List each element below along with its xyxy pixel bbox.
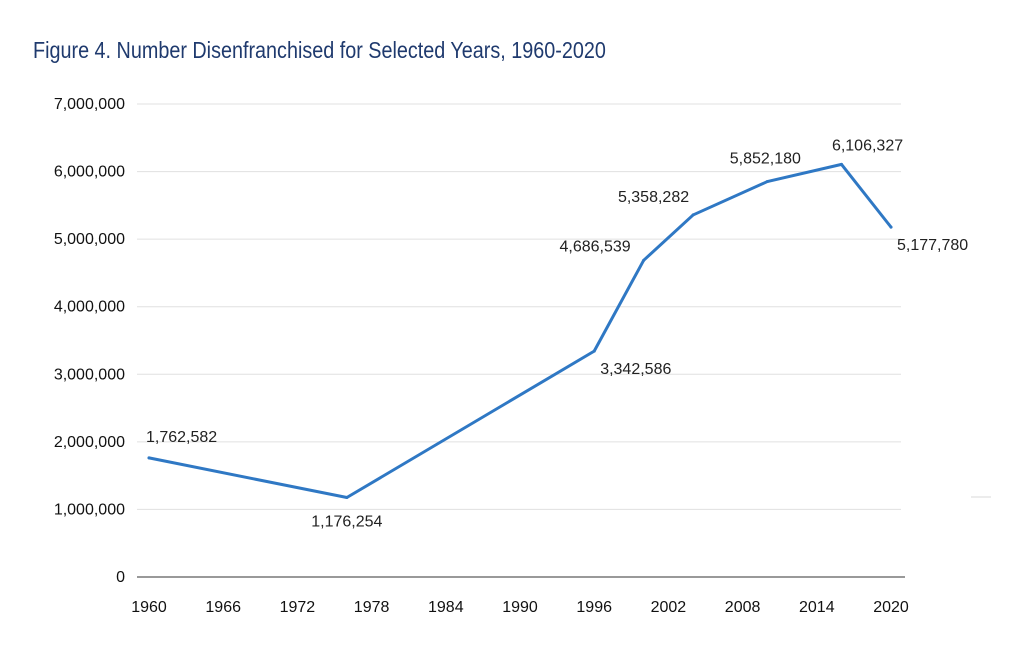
- x-tick-label: 1972: [280, 599, 316, 616]
- y-tick-label: 4,000,000: [54, 299, 125, 316]
- x-tick-label: 2020: [873, 599, 909, 616]
- x-tick-label: 1984: [428, 599, 464, 616]
- data-point: [691, 213, 695, 217]
- x-tick-label: 2002: [651, 599, 687, 616]
- y-tick-label: 5,000,000: [54, 231, 125, 248]
- data-label: 3,342,586: [600, 361, 671, 378]
- x-tick-label: 1990: [502, 599, 538, 616]
- data-point: [765, 180, 769, 184]
- data-point: [889, 225, 893, 229]
- data-label: 1,762,582: [146, 429, 217, 446]
- data-point: [147, 456, 151, 460]
- y-tick-label: 1,000,000: [54, 501, 125, 518]
- data-point: [345, 496, 349, 500]
- data-label: 5,177,780: [897, 237, 968, 254]
- x-tick-label: 2008: [725, 599, 761, 616]
- data-label: 1,176,254: [311, 514, 382, 531]
- data-label: 6,106,327: [832, 137, 903, 154]
- data-point: [592, 349, 596, 353]
- y-tick-label: 0: [116, 569, 125, 586]
- data-point: [642, 258, 646, 262]
- data-label: 5,852,180: [730, 151, 801, 168]
- y-tick-label: 2,000,000: [54, 434, 125, 451]
- series-line: [147, 162, 893, 500]
- y-tick-label: 3,000,000: [54, 366, 125, 383]
- data-label: 5,358,282: [618, 189, 689, 206]
- data-label: 4,686,539: [559, 238, 630, 255]
- x-tick-label: 1966: [205, 599, 241, 616]
- y-tick-label: 7,000,000: [54, 96, 125, 113]
- x-tick-label: 1996: [576, 599, 612, 616]
- y-tick-label: 6,000,000: [54, 164, 125, 181]
- x-tick-label: 1960: [131, 599, 167, 616]
- chart-title: Figure 4. Number Disenfranchised for Sel…: [33, 37, 606, 63]
- x-tick-label: 2014: [799, 599, 835, 616]
- data-point: [840, 162, 844, 166]
- x-tick-label: 1978: [354, 599, 390, 616]
